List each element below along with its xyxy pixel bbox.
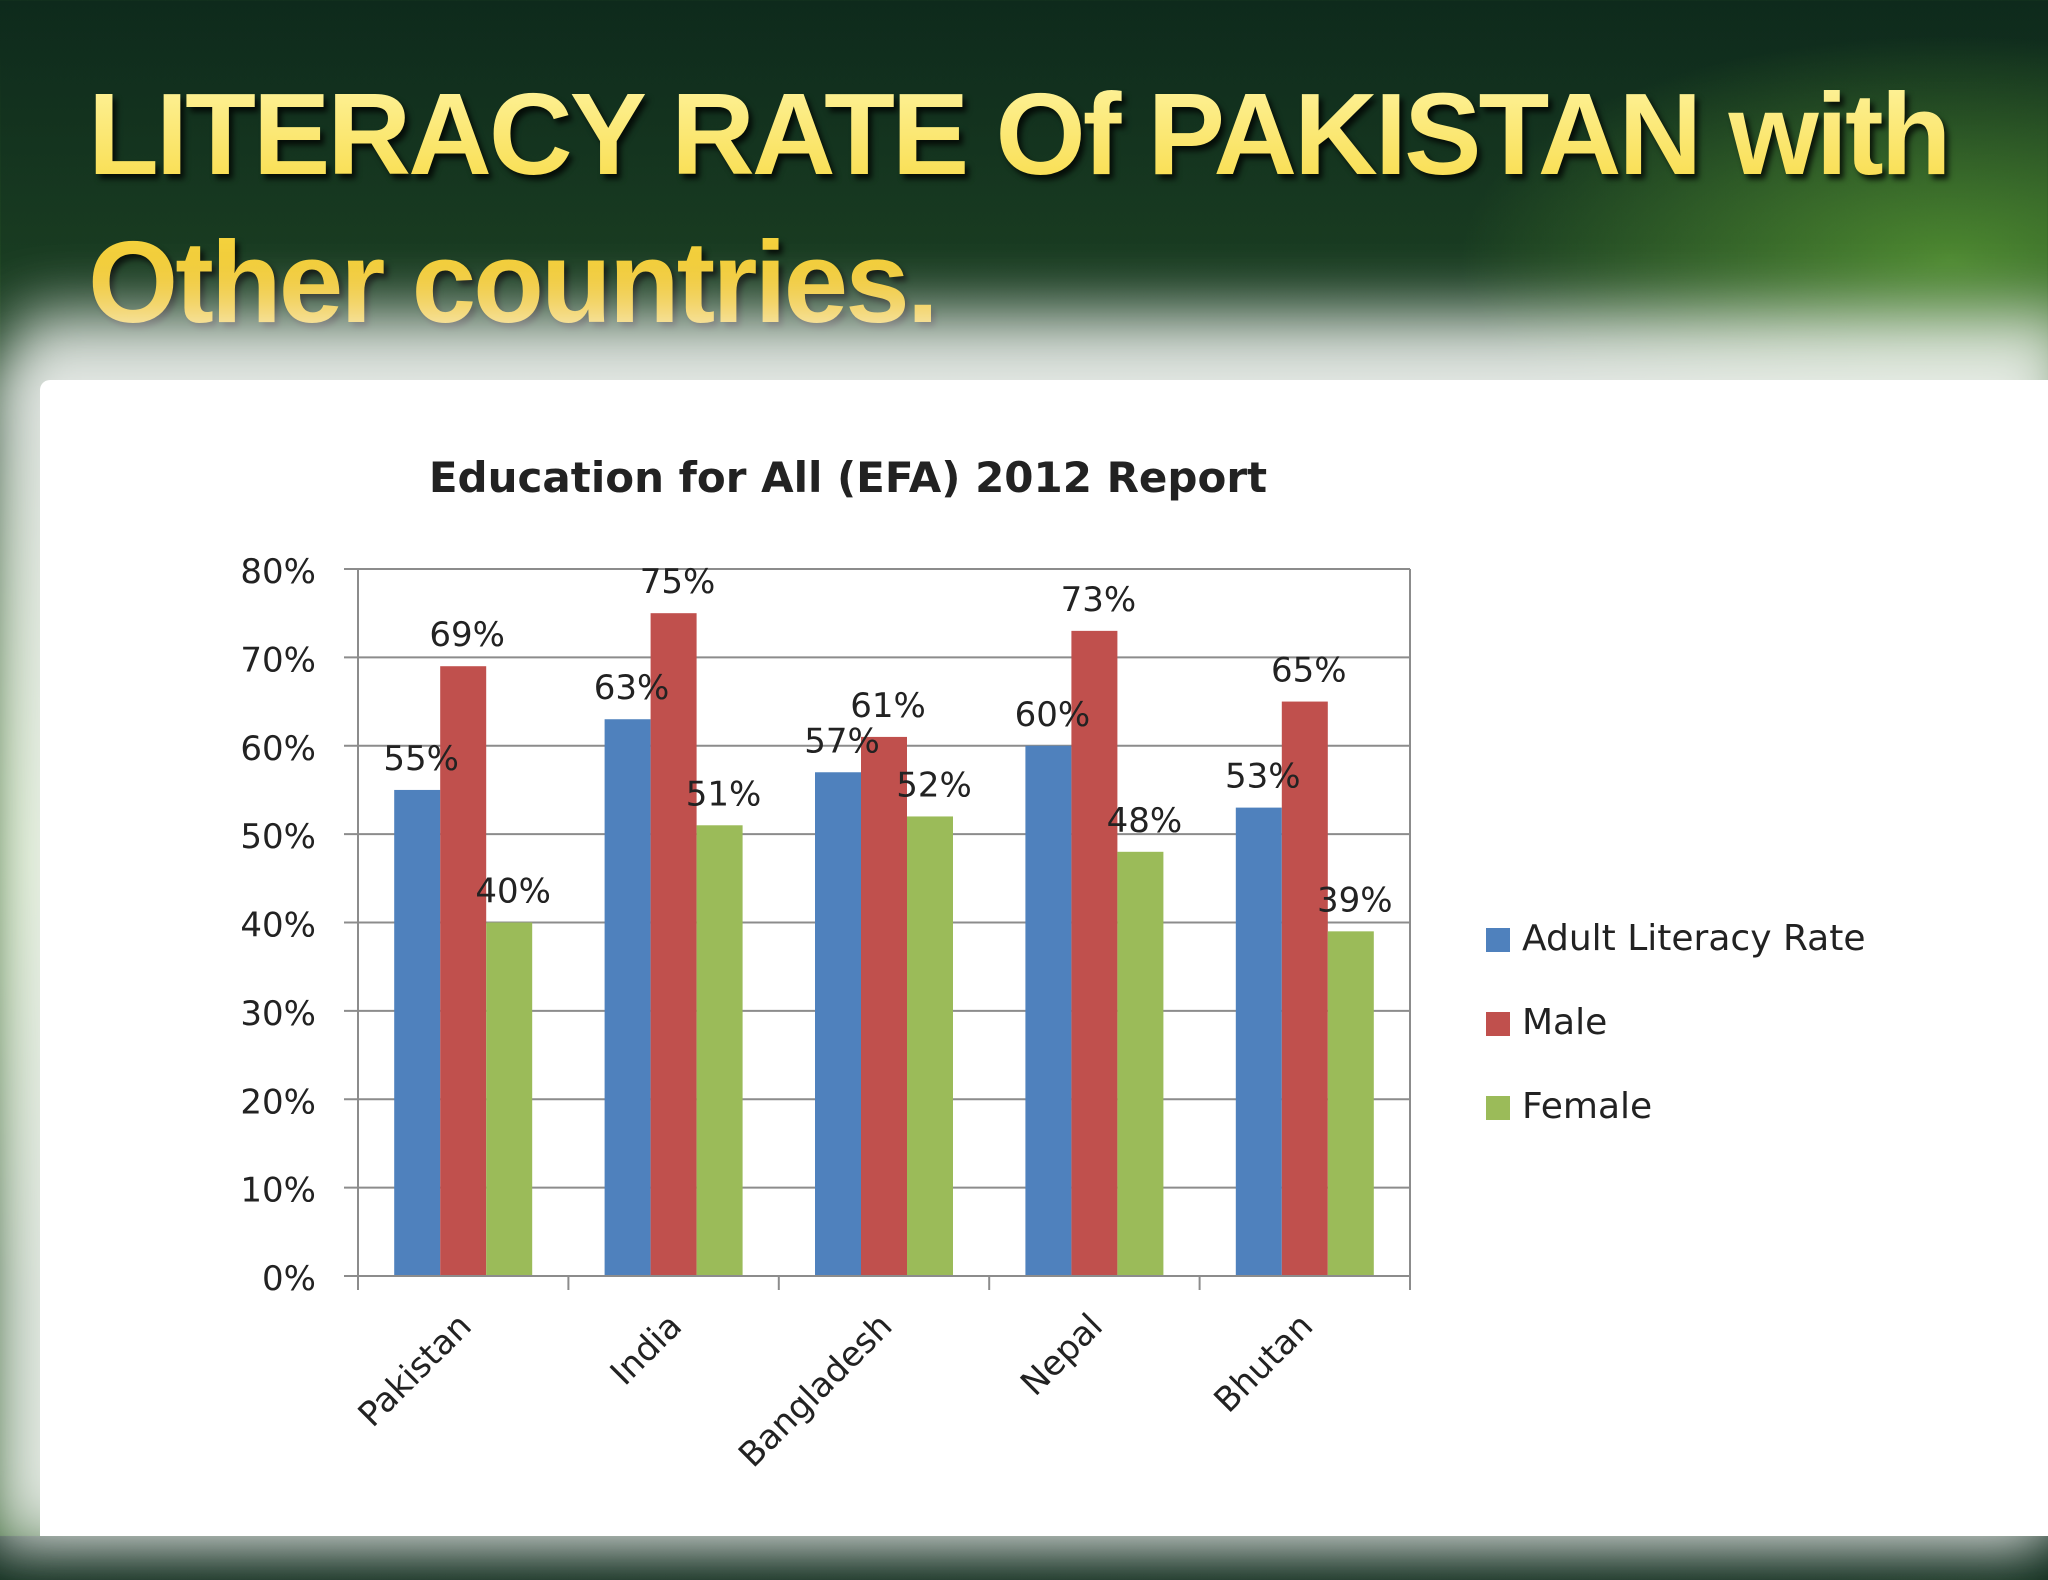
y-tick-label: 10% xyxy=(240,1171,316,1211)
bars xyxy=(394,613,1374,1276)
y-tick-label: 50% xyxy=(240,817,316,857)
y-tick-label: 80% xyxy=(240,552,316,592)
data-label: 55% xyxy=(383,739,459,779)
data-label: 60% xyxy=(1015,695,1091,735)
data-label: 48% xyxy=(1107,801,1183,841)
bar xyxy=(650,613,697,1276)
legend: Adult Literacy Rate Male Female xyxy=(1486,918,1866,1127)
bar xyxy=(1025,745,1072,1276)
bar xyxy=(1071,630,1118,1276)
data-label: 51% xyxy=(686,774,762,814)
bar xyxy=(815,772,861,1276)
data-label: 69% xyxy=(429,615,505,655)
data-label: 75% xyxy=(640,562,716,602)
data-labels: 55% 63% 57% 60% 53% 69% 75% 61% 73% 65% 40% 51% 52% 4… xyxy=(383,562,1392,920)
data-label: 57% xyxy=(804,721,880,761)
bar xyxy=(861,736,907,1276)
bar-chart: Education for All (EFA) 2012 Report 0% 10… xyxy=(240,453,1866,1476)
legend-swatch xyxy=(1486,1096,1510,1120)
data-label: 40% xyxy=(475,872,551,912)
bar xyxy=(440,666,487,1276)
y-tick-label: 20% xyxy=(240,1082,316,1122)
bar xyxy=(1281,701,1328,1276)
y-tick-label: 40% xyxy=(240,906,316,946)
bar xyxy=(394,789,441,1276)
bar xyxy=(696,825,743,1276)
bar xyxy=(486,922,533,1276)
data-label: 53% xyxy=(1225,757,1301,797)
legend-swatch xyxy=(1486,928,1510,952)
y-tick-label: 0% xyxy=(262,1259,316,1299)
data-label: 65% xyxy=(1271,651,1347,691)
bar xyxy=(907,816,953,1276)
legend-label: Adult Literacy Rate xyxy=(1522,918,1866,959)
chart-title: Education for All (EFA) 2012 Report xyxy=(429,453,1267,502)
data-label: 61% xyxy=(850,686,926,726)
legend-label: Male xyxy=(1522,1002,1607,1043)
y-tick-label: 70% xyxy=(240,640,316,680)
legend-swatch xyxy=(1486,1012,1510,1036)
bar xyxy=(604,719,651,1276)
y-tick-label: 30% xyxy=(240,994,316,1034)
y-tick-label: 60% xyxy=(240,729,316,769)
bar xyxy=(1327,931,1374,1276)
legend-label: Female xyxy=(1522,1086,1652,1127)
data-label: 73% xyxy=(1061,580,1137,620)
bar xyxy=(1117,851,1164,1276)
data-label: 52% xyxy=(896,765,972,805)
bar xyxy=(1235,807,1282,1276)
data-label: 39% xyxy=(1317,880,1393,920)
data-label: 63% xyxy=(594,668,670,708)
